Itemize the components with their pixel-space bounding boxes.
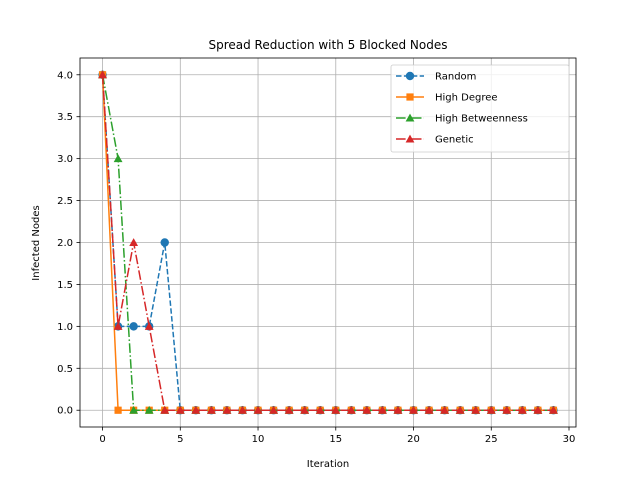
data-point bbox=[533, 405, 543, 414]
y-tick-label: 0.0 bbox=[57, 406, 73, 417]
legend-item: High Degree bbox=[396, 93, 498, 104]
x-axis-ticks: 0 5 10 15 20 25 30 bbox=[99, 427, 575, 445]
y-tick-label: 1.5 bbox=[57, 280, 73, 291]
x-tick-label: 30 bbox=[563, 434, 576, 445]
data-point bbox=[129, 405, 139, 414]
data-point bbox=[206, 405, 216, 414]
legend: Random High Degree High Betweenness Genetic bbox=[390, 64, 570, 153]
plot-area bbox=[98, 70, 558, 415]
x-tick-label: 20 bbox=[407, 434, 420, 445]
legend-item: High Betweenness bbox=[396, 114, 528, 125]
data-point bbox=[284, 405, 294, 414]
data-point bbox=[315, 405, 325, 414]
series-line bbox=[101, 74, 554, 411]
y-tick-label: 4.0 bbox=[57, 70, 73, 81]
legend-label: Random bbox=[435, 72, 476, 83]
legend-item: Random bbox=[396, 72, 476, 83]
data-point bbox=[409, 405, 418, 414]
data-point bbox=[113, 154, 123, 163]
x-axis-label: Iteration bbox=[307, 459, 349, 470]
chart-title: Spread Reduction with 5 Blocked Nodes bbox=[208, 38, 447, 52]
x-tick-label: 10 bbox=[252, 434, 265, 445]
data-point bbox=[113, 321, 123, 330]
x-tick-label: 15 bbox=[329, 434, 342, 445]
y-tick-label: 0.5 bbox=[57, 364, 73, 375]
y-tick-label: 3.0 bbox=[57, 154, 73, 165]
data-point bbox=[346, 405, 356, 414]
y-tick-label: 2.5 bbox=[57, 196, 73, 207]
data-point bbox=[517, 405, 527, 414]
data-point bbox=[406, 93, 414, 101]
legend-label: High Degree bbox=[435, 93, 498, 104]
x-tick-label: 0 bbox=[99, 434, 105, 445]
data-point bbox=[160, 238, 169, 247]
data-point bbox=[405, 113, 415, 122]
data-point bbox=[393, 405, 403, 414]
y-axis-label: Infected Nodes bbox=[31, 205, 42, 280]
data-point bbox=[405, 71, 415, 81]
legend-box bbox=[390, 64, 570, 153]
data-point bbox=[129, 238, 139, 247]
data-point bbox=[440, 405, 450, 414]
data-point bbox=[549, 405, 558, 414]
data-point bbox=[175, 405, 185, 414]
legend-label: Genetic bbox=[435, 135, 474, 146]
data-point bbox=[331, 405, 341, 414]
data-point bbox=[253, 405, 263, 414]
data-point bbox=[269, 405, 278, 414]
data-point bbox=[144, 321, 154, 330]
data-point bbox=[486, 405, 496, 414]
data-point bbox=[222, 405, 232, 414]
data-point bbox=[362, 405, 372, 414]
legend-item: Genetic bbox=[396, 135, 474, 146]
data-point bbox=[191, 405, 201, 414]
data-point bbox=[144, 405, 154, 414]
data-point bbox=[129, 322, 138, 331]
data-point bbox=[378, 405, 387, 414]
data-point bbox=[238, 405, 247, 414]
y-axis-ticks: 0.0 0.5 1.0 1.5 2.0 2.5 3.0 3.5 4.0 bbox=[57, 70, 80, 417]
data-point bbox=[455, 405, 465, 414]
data-point bbox=[424, 405, 434, 414]
data-point bbox=[300, 405, 310, 414]
data-point bbox=[502, 405, 512, 414]
data-point bbox=[405, 134, 415, 143]
y-tick-label: 1.0 bbox=[57, 322, 73, 333]
data-point bbox=[471, 405, 481, 414]
legend-label: High Betweenness bbox=[435, 114, 528, 125]
data-point bbox=[114, 406, 122, 414]
data-point bbox=[98, 70, 107, 79]
x-tick-label: 5 bbox=[177, 434, 183, 445]
y-tick-label: 2.0 bbox=[57, 238, 73, 249]
x-tick-label: 25 bbox=[485, 434, 498, 445]
series-genetic bbox=[98, 70, 558, 414]
y-tick-label: 3.5 bbox=[57, 112, 73, 123]
data-point bbox=[160, 405, 170, 414]
